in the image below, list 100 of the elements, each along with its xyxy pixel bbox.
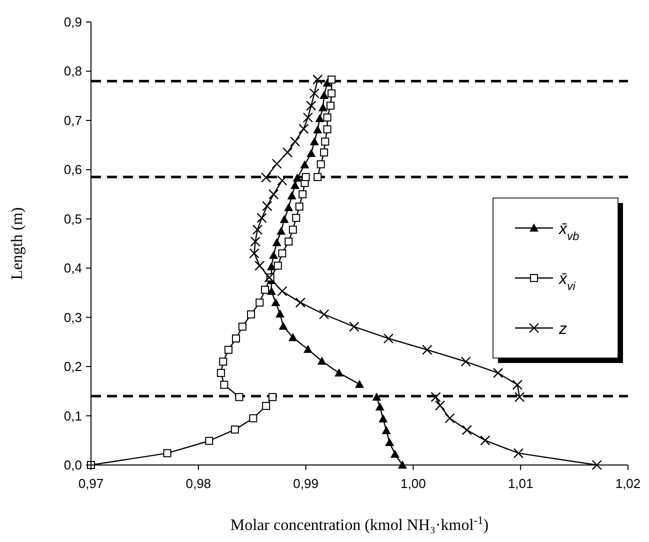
point: [313, 125, 322, 134]
point: [277, 286, 288, 296]
point: [230, 426, 239, 434]
point: [292, 174, 302, 182]
point: [390, 450, 400, 458]
point: [372, 392, 382, 401]
point: [430, 392, 441, 402]
legend-label: x̄$_{vi}$: [558, 271, 576, 293]
point: [302, 112, 314, 123]
point: [383, 333, 394, 344]
point: [320, 148, 328, 156]
point: [250, 236, 260, 247]
point: [260, 286, 269, 294]
point: [318, 103, 328, 112]
point: [422, 344, 432, 355]
point: [326, 102, 334, 110]
point: [382, 426, 391, 434]
point: [290, 136, 300, 147]
point: [274, 262, 282, 270]
point: [321, 138, 330, 146]
point: [220, 380, 228, 389]
point: [514, 392, 525, 402]
point: [266, 286, 276, 295]
y-axis-title: Length (m): [9, 207, 26, 280]
point: [318, 309, 330, 320]
y-tick-label: 0,2: [64, 359, 82, 374]
point: [462, 424, 472, 436]
point: [349, 322, 360, 332]
point: [295, 297, 306, 308]
point: [163, 449, 172, 458]
point: [288, 333, 298, 342]
point: [317, 356, 326, 365]
point: [306, 100, 316, 111]
legend-label: x̄$_{vb}$: [558, 221, 580, 243]
point: [316, 160, 325, 168]
point: [323, 113, 332, 122]
x-tick-label: 1,01: [508, 476, 534, 491]
point: [513, 448, 524, 458]
point: [444, 413, 455, 424]
point: [278, 322, 288, 330]
point: [276, 226, 286, 235]
point: [480, 435, 490, 446]
point: [300, 160, 310, 168]
point: [256, 212, 267, 224]
point: [306, 148, 316, 158]
point: [235, 393, 244, 402]
point: [314, 173, 322, 182]
point: [328, 76, 336, 84]
x-tick-label: 1,02: [615, 476, 641, 491]
point: [254, 260, 265, 271]
point: [232, 334, 240, 342]
point: [492, 368, 504, 378]
point: [434, 400, 446, 411]
point: [268, 189, 279, 200]
point: [288, 226, 297, 234]
x-tick-label: 1,00: [400, 476, 426, 491]
point: [278, 249, 286, 258]
point: [312, 74, 323, 85]
point: [276, 309, 285, 318]
point: [282, 147, 293, 158]
x-axis-title: Molar concentration (kmol NH₃·kmol$^{-1}$): [230, 515, 489, 534]
x-tick-label: 0,97: [78, 476, 104, 491]
point: [592, 460, 602, 470]
point: [334, 368, 344, 377]
point: [224, 346, 232, 354]
point: [512, 380, 522, 390]
point: [247, 310, 256, 318]
y-tick-label: 0,4: [64, 260, 82, 276]
point: [287, 191, 296, 200]
point: [298, 124, 309, 134]
point: [252, 224, 263, 235]
point: [269, 250, 278, 259]
point: [249, 414, 258, 422]
x-tick-label: 0,99: [293, 476, 318, 491]
point: [238, 322, 246, 331]
point: [355, 380, 364, 388]
point: [378, 414, 388, 422]
point: [298, 190, 307, 198]
y-tick-label: 0,7: [64, 112, 82, 128]
point: [460, 356, 471, 367]
point: [256, 298, 264, 307]
point: [284, 238, 293, 246]
point: [272, 158, 282, 169]
point: [323, 125, 332, 134]
point: [302, 173, 310, 182]
point: [262, 402, 270, 410]
y-tick-label: 0,8: [64, 64, 82, 79]
point: [295, 202, 304, 211]
point: [328, 89, 336, 98]
point: [290, 180, 300, 190]
x-tick-label: 0,98: [186, 476, 212, 491]
y-tick-label: 0,9: [64, 14, 82, 30]
point: [272, 238, 282, 246]
point: [309, 88, 320, 98]
legend-label: z: [558, 321, 567, 338]
point: [216, 368, 225, 377]
point: [284, 203, 294, 212]
point: [375, 402, 384, 411]
y-tick-label: 0,3: [64, 310, 82, 325]
point: [271, 298, 280, 306]
